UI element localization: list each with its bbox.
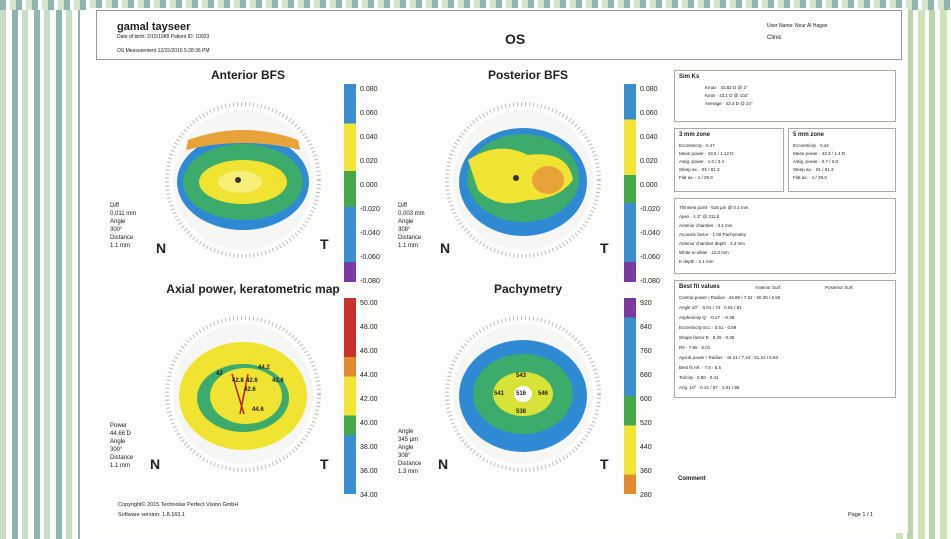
ant-scale-tick: 0.000: [360, 182, 378, 189]
top-border-decoration: [0, 0, 951, 10]
post-scale-tick: 0.020: [640, 158, 658, 165]
ant-scale-tick: -0.060: [360, 254, 380, 261]
pach-scale-tick: 840: [640, 324, 652, 331]
posterior-info: Diff 0.003 mm Angle 308° Distance 1.1 mm: [398, 203, 425, 249]
pach-scale-tick: 600: [640, 396, 652, 403]
axial-scale-tick: 50.00: [360, 300, 378, 307]
pach-value: 543: [516, 373, 527, 379]
posterior-bfs-map: [445, 102, 601, 258]
zone-3mm-panel: 3 mm zone Eccentricity · 0.47 Mean power…: [674, 128, 784, 192]
axial-scale-tick: 34.00: [360, 492, 378, 499]
ant-scale-tick: 0.020: [360, 158, 378, 165]
pach-info: Angle 345 μm Angle 308° Distance 1.3 mm: [398, 429, 422, 475]
axial-value: 44.6: [252, 407, 264, 413]
temporal-label: T: [320, 456, 329, 472]
axial-scale-tick: 46.00: [360, 348, 378, 355]
anterior-scale-bar: [344, 84, 356, 282]
nasal-label: N: [150, 456, 161, 472]
axial-scale-tick: 40.00: [360, 420, 378, 427]
pach-scale-tick: 680: [640, 372, 652, 379]
pach-value: 546: [538, 391, 549, 397]
posterior-scale-bar: [624, 84, 636, 282]
comment-label: Comment: [678, 476, 706, 482]
pach-value: 541: [494, 391, 505, 397]
exam-line: OS Measurement 12/15/2016 5:28:36 PM: [117, 48, 210, 54]
axial-scale-bar: [344, 298, 356, 494]
post-scale-tick: -0.040: [640, 230, 660, 237]
pachymetry-map: [445, 316, 601, 472]
pach-scale-bar: [624, 298, 636, 494]
user-line: User Name: Nour Al Hagan: [767, 23, 828, 29]
ant-scale-tick: 0.080: [360, 86, 378, 93]
axial-scale-tick: 42.00: [360, 396, 378, 403]
ant-scale-tick: -0.080: [360, 278, 380, 285]
pachymetry-title: Pachymetry: [493, 282, 563, 296]
pach-scale-tick: 360: [640, 468, 652, 475]
temporal-label: T: [600, 456, 609, 472]
pach-scale-tick: 920: [640, 300, 652, 307]
ant-scale-tick: -0.040: [360, 230, 380, 237]
anterior-bfs-map: [165, 102, 321, 258]
copyright: Copyright© 2015 Technolas Perfect Vision…: [118, 502, 239, 508]
pach-scale-tick: 280: [640, 492, 652, 499]
axial-value: 43.6: [272, 378, 284, 384]
ant-scale-tick: 0.060: [360, 110, 378, 117]
axial-value: 44.2: [258, 365, 270, 371]
sim-k-panel: Sim Ks Kmax · 43.82 D @ 3° Kmin · 43.1 D…: [674, 70, 896, 122]
ant-scale-tick: -0.020: [360, 206, 380, 213]
ant-scale-tick: 0.040: [360, 134, 378, 141]
dob-line: Date of birth: 2/15/1989 Patient ID: 109…: [117, 34, 210, 40]
axial-value: 42.8: [232, 378, 244, 384]
axial-value: 42.6: [244, 387, 256, 393]
pach-scale-tick: 760: [640, 348, 652, 355]
pach-value: 516: [516, 391, 527, 397]
report-sheet: gamal tayseer Date of birth: 2/15/1989 P…: [88, 8, 908, 533]
zone-5mm-panel: 5 mm zone Eccentricity · 0.44 Mean power…: [788, 128, 896, 192]
post-scale-tick: -0.060: [640, 254, 660, 261]
left-border-decoration: [0, 0, 80, 539]
post-scale-tick: 0.000: [640, 182, 658, 189]
temporal-label: T: [320, 236, 329, 252]
pach-scale-tick: 520: [640, 420, 652, 427]
software-version: Software version: 1.8.163.1: [118, 512, 185, 518]
axial-scale-tick: 48.00: [360, 324, 378, 331]
axial-power-title: Axial power, keratometric map: [166, 282, 340, 296]
nasal-label: N: [440, 240, 451, 256]
post-scale-tick: -0.080: [640, 278, 660, 285]
anterior-info: Diff 0.011 mm Angle 300° Distance 1.1 mm: [110, 203, 137, 249]
thinnest-point-panel: Thinnest point · 516 μm @ 0.1 mm Apex · …: [674, 198, 896, 274]
axial-info: Power 44.66 D Angle 300° Distance 1.1 mm: [110, 423, 134, 469]
axial-power-map: [165, 316, 321, 472]
axial-value: 42.6: [246, 378, 258, 384]
best-fit-panel: Best fit values Anterior Surf. Posterior…: [674, 280, 896, 398]
axial-scale-tick: 36.00: [360, 468, 378, 475]
pach-scale-tick: 440: [640, 444, 652, 451]
posterior-bfs-title: Posterior BFS: [487, 68, 568, 82]
nasal-label: N: [438, 456, 449, 472]
page-number: Page 1 / 1: [848, 512, 874, 518]
anterior-bfs-title: Anterior BFS: [210, 68, 285, 82]
eye-label: OS: [505, 31, 526, 47]
post-scale-tick: 0.060: [640, 110, 658, 117]
nasal-label: N: [156, 240, 167, 256]
patient-name: gamal tayseer: [117, 21, 191, 33]
axial-scale-tick: 44.00: [360, 372, 378, 379]
axial-value: 42: [216, 371, 223, 377]
post-scale-tick: -0.020: [640, 206, 660, 213]
post-scale-tick: 0.080: [640, 86, 658, 93]
report-header: gamal tayseer Date of birth: 2/15/1989 P…: [96, 10, 902, 60]
pach-value: 538: [516, 409, 527, 415]
post-scale-tick: 0.040: [640, 134, 658, 141]
axial-scale-tick: 38.00: [360, 444, 378, 451]
temporal-label: T: [600, 240, 609, 256]
clinic-label: Clinic: [767, 35, 782, 41]
